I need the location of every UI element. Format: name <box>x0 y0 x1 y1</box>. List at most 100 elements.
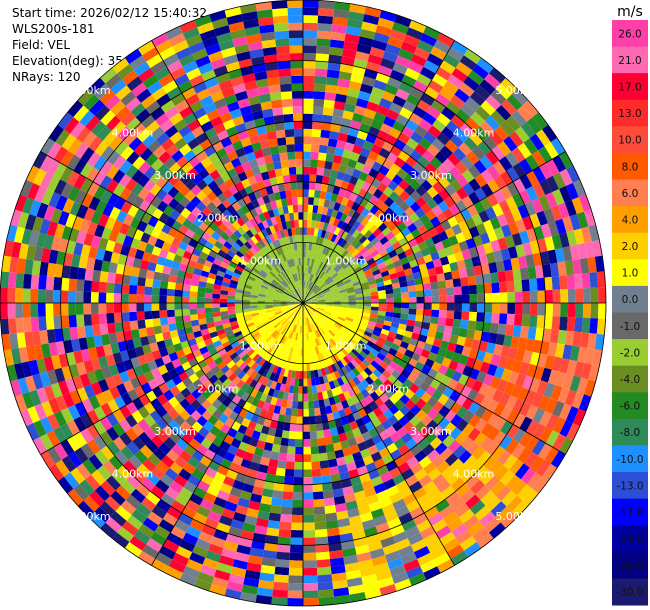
ppi-range-gate <box>303 378 308 387</box>
ppi-range-gate <box>504 357 516 371</box>
ppi-range-gate <box>284 468 295 477</box>
ppi-range-gate <box>48 192 61 208</box>
ppi-range-gate <box>456 187 469 200</box>
ppi-range-gate <box>363 306 372 311</box>
ppi-range-gate <box>471 339 481 351</box>
ppi-range-gate <box>276 551 290 561</box>
ppi-range-gate <box>567 288 576 303</box>
ppi-range-gate <box>439 87 455 101</box>
ppi-range-gate <box>201 185 213 197</box>
ppi-range-gate <box>30 316 40 332</box>
ppi-range-gate <box>363 299 372 303</box>
ppi-range-gate <box>330 363 338 373</box>
ppi-range-gate <box>337 368 345 378</box>
ppi-range-gate <box>331 209 339 219</box>
colorbar-tick-label: -26.0 <box>616 560 643 572</box>
ppi-range-gate <box>299 317 302 326</box>
ppi-range-gate <box>540 340 550 355</box>
ppi-range-gate <box>43 356 55 372</box>
ppi-range-gate <box>489 376 502 390</box>
ppi-range-gate <box>346 397 355 407</box>
ppi-range-gate <box>383 258 393 267</box>
ppi-range-gate <box>281 352 287 361</box>
ppi-range-gate <box>310 304 318 308</box>
range-label: 4.00km <box>453 468 495 481</box>
ppi-range-gate <box>282 309 290 314</box>
ppi-range-gate <box>319 137 330 146</box>
ppi-range-gate <box>285 321 291 329</box>
ppi-range-gate <box>175 381 187 393</box>
ppi-range-gate <box>199 455 213 468</box>
ppi-range-gate <box>196 394 207 405</box>
ppi-range-gate <box>136 463 151 478</box>
field-text: Field: VEL <box>12 38 71 52</box>
ppi-range-gate <box>345 26 362 37</box>
ppi-range-gate <box>293 290 299 298</box>
ppi-range-gate <box>499 420 513 436</box>
ppi-range-gate <box>249 217 258 227</box>
ppi-range-gate <box>242 293 251 298</box>
ppi-range-gate <box>321 421 330 431</box>
ppi-range-gate <box>185 34 203 47</box>
ppi-range-gate <box>269 225 276 234</box>
ppi-range-gate <box>314 182 322 191</box>
ppi-range-gate <box>322 287 330 293</box>
ppi-range-gate <box>405 474 419 487</box>
ppi-range-gate <box>346 182 356 193</box>
ppi-range-gate <box>154 66 171 81</box>
ppi-range-gate <box>125 339 135 351</box>
ppi-range-gate <box>343 554 359 565</box>
ppi-range-gate <box>276 264 283 273</box>
ppi-range-gate <box>106 179 119 194</box>
ppi-range-gate <box>358 361 368 371</box>
ppi-range-gate <box>48 124 64 143</box>
ppi-range-gate <box>202 557 219 570</box>
ppi-range-gate <box>236 51 252 62</box>
ppi-range-gate <box>306 281 311 289</box>
ppi-range-gate <box>505 151 519 167</box>
ppi-range-gate <box>266 527 280 537</box>
ppi-range-gate <box>67 100 84 118</box>
ppi-range-gate <box>265 61 279 72</box>
ppi-range-gate <box>272 7 288 17</box>
ppi-range-gate <box>417 355 428 365</box>
ppi-range-gate <box>312 205 319 214</box>
ppi-range-gate <box>266 466 277 476</box>
ppi-range-gate <box>310 266 315 275</box>
ppi-range-gate <box>398 323 407 331</box>
ppi-range-gate <box>212 408 223 420</box>
ppi-range-gate <box>325 84 338 94</box>
ppi-range-gate <box>342 547 357 558</box>
ppi-range-gate <box>434 442 448 455</box>
ppi-range-gate <box>179 420 192 433</box>
ppi-range-gate <box>235 504 249 516</box>
ppi-range-gate <box>234 164 245 175</box>
ppi-range-gate <box>279 317 287 324</box>
ppi-range-gate <box>99 89 116 105</box>
ppi-range-gate <box>126 441 140 456</box>
ppi-range-gate <box>506 495 523 512</box>
ppi-range-gate <box>345 331 354 339</box>
ppi-range-gate <box>326 451 337 461</box>
ppi-range-gate <box>496 379 509 393</box>
ppi-range-gate <box>280 305 289 308</box>
ppi-range-gate <box>508 370 520 385</box>
ppi-range-gate <box>493 175 507 190</box>
ppi-range-gate <box>375 154 387 166</box>
ppi-range-gate <box>407 167 420 180</box>
ppi-range-gate <box>297 280 300 289</box>
ppi-range-gate <box>326 69 340 79</box>
ppi-range-gate <box>355 98 369 109</box>
ppi-range-gate <box>272 107 284 116</box>
ppi-range-gate <box>256 156 266 167</box>
ppi-range-gate <box>437 280 447 289</box>
ppi-range-gate <box>249 461 260 472</box>
ppi-range-gate <box>182 314 191 322</box>
ppi-range-gate <box>281 293 290 298</box>
ppi-range-gate <box>150 397 163 410</box>
ppi-range-gate <box>309 423 317 432</box>
ppi-range-gate <box>413 346 424 356</box>
ppi-range-gate <box>387 36 404 49</box>
ppi-range-gate <box>437 364 449 376</box>
ppi-range-gate <box>400 291 409 298</box>
